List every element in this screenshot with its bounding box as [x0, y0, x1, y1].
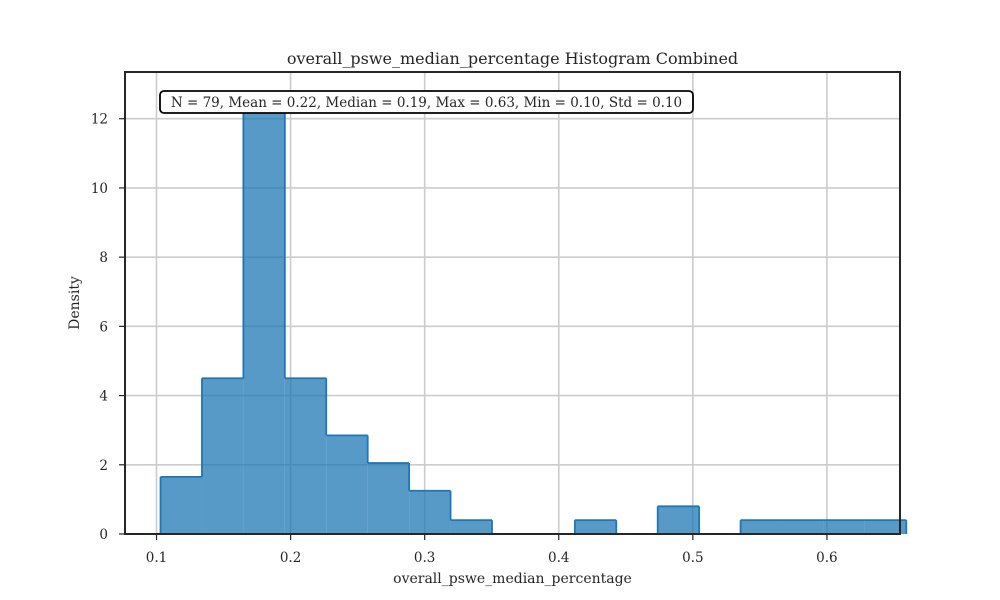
histogram-bar — [284, 378, 327, 534]
chart-title: overall_pswe_median_percentage Histogram… — [287, 49, 738, 68]
histogram-bar — [367, 463, 410, 534]
histogram-bar — [409, 490, 451, 534]
x-tick-label: 0.2 — [280, 550, 301, 566]
plot-frame — [124, 71, 901, 535]
x-tick-label: 0.6 — [816, 550, 837, 566]
histogram-bar — [574, 520, 617, 534]
y-tick-label: 0 — [99, 527, 108, 543]
y-tick-label: 12 — [91, 112, 108, 128]
y-tick-label: 4 — [99, 389, 108, 405]
histogram-bar — [782, 520, 824, 534]
x-tick-label: 0.5 — [682, 550, 703, 566]
histogram-bar — [657, 506, 700, 534]
y-axis-ticks: 0 2 4 6 8 10 12 — [91, 112, 125, 543]
histogram-bar — [864, 520, 907, 534]
histogram-bar — [160, 476, 202, 534]
y-tick-label: 8 — [99, 250, 108, 266]
x-axis-label: overall_pswe_median_percentage — [393, 571, 632, 587]
y-tick-label: 2 — [99, 458, 108, 474]
y-tick-label: 6 — [99, 319, 108, 335]
histogram-bar — [823, 520, 865, 534]
histogram-outline — [159, 109, 908, 534]
x-tick-label: 0.4 — [548, 550, 569, 566]
x-tick-label: 0.1 — [146, 550, 167, 566]
histogram-bars — [159, 109, 908, 534]
stats-text: N = 79, Mean = 0.22, Median = 0.19, Max … — [171, 95, 682, 111]
stats-box: N = 79, Mean = 0.22, Median = 0.19, Max … — [159, 90, 694, 114]
x-tick-label: 0.3 — [414, 550, 435, 566]
histogram-bar — [740, 520, 783, 534]
y-axis-label: Density — [67, 276, 83, 330]
x-axis-ticks: 0.1 0.2 0.3 0.4 0.5 0.6 — [146, 534, 838, 566]
histogram-bar — [450, 520, 492, 534]
histogram-bar — [243, 110, 285, 534]
histogram-bar — [326, 435, 368, 534]
y-tick-label: 10 — [91, 181, 108, 197]
histogram-bar — [201, 378, 244, 534]
